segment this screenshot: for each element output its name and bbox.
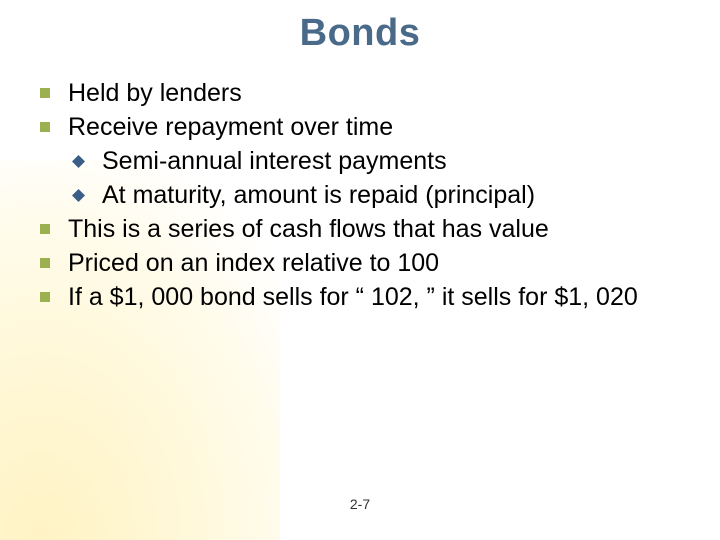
list-item: Priced on an index relative to 100 xyxy=(34,247,690,279)
list-item-text: Priced on an index relative to 100 xyxy=(68,249,439,277)
slide-number: 2-7 xyxy=(0,496,720,512)
list-item: Semi-annual interest payments xyxy=(68,145,690,177)
square-bullet-icon xyxy=(40,258,50,268)
list-item-text: If a $1, 000 bond sells for “ 102, ” it … xyxy=(68,283,638,311)
list-item: This is a series of cash flows that has … xyxy=(34,213,690,245)
slide-title: Bonds xyxy=(0,0,720,55)
square-bullet-icon xyxy=(40,88,50,98)
list-item-text: Semi-annual interest payments xyxy=(102,147,447,175)
list-item: If a $1, 000 bond sells for “ 102, ” it … xyxy=(34,281,690,313)
list-item-text: At maturity, amount is repaid (principal… xyxy=(102,181,535,209)
sub-bullet-list: Semi-annual interest payments At maturit… xyxy=(68,145,690,211)
list-item-text: Held by lenders xyxy=(68,79,242,107)
list-item: Receive repayment over time Semi-annual … xyxy=(34,111,690,211)
square-bullet-icon xyxy=(40,292,50,302)
slide-content: Held by lenders Receive repayment over t… xyxy=(0,55,720,313)
slide: Bonds Held by lenders Receive repayment … xyxy=(0,0,720,540)
diamond-bullet-icon xyxy=(72,155,85,168)
square-bullet-icon xyxy=(40,224,50,234)
list-item-text: This is a series of cash flows that has … xyxy=(68,215,549,243)
bullet-list: Held by lenders Receive repayment over t… xyxy=(34,77,690,313)
square-bullet-icon xyxy=(40,122,50,132)
list-item: Held by lenders xyxy=(34,77,690,109)
list-item: At maturity, amount is repaid (principal… xyxy=(68,179,690,211)
list-item-text: Receive repayment over time xyxy=(68,113,393,141)
diamond-bullet-icon xyxy=(72,189,85,202)
